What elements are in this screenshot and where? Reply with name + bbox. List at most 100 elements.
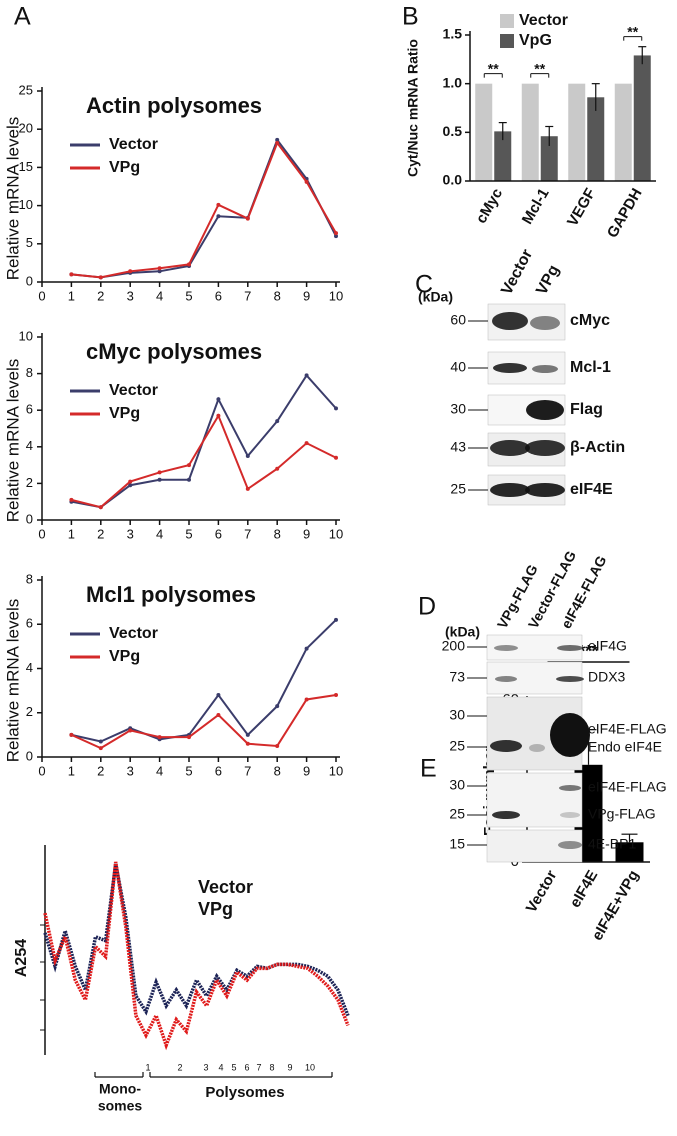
legend-label: Vector (519, 12, 568, 29)
point (216, 397, 221, 402)
x-tick-label: 7 (244, 763, 251, 778)
mw-marker: 73 (449, 669, 465, 685)
mw-marker: 43 (450, 439, 466, 455)
x-tick-label: 3 (127, 526, 134, 541)
point (216, 214, 221, 219)
mw-marker: 30 (450, 401, 466, 417)
point (128, 269, 133, 274)
y-tick-label: 8 (26, 365, 33, 380)
trace (43, 861, 350, 1051)
legend-label: VPg (109, 159, 140, 176)
point (69, 497, 74, 502)
y-tick-label: 0 (26, 748, 33, 763)
blot-band (490, 740, 522, 752)
point (334, 455, 338, 460)
y-tick-label: 2 (26, 475, 33, 490)
blot-band (490, 483, 530, 497)
fraction-label: 3 (203, 1062, 208, 1072)
significance: ** (488, 60, 499, 76)
protein-label: Flag (570, 401, 603, 418)
point (334, 231, 338, 236)
point (245, 486, 250, 491)
legend-label: VPg (198, 899, 233, 919)
y-tick-label: 10 (19, 197, 33, 212)
mw-marker: 30 (449, 707, 465, 723)
x-tick-label: 2 (97, 288, 104, 303)
mw-marker: 60 (450, 312, 466, 328)
point (245, 216, 250, 221)
y-axis-label: Relative mRNA levels (3, 117, 22, 280)
x-tick-label: 6 (215, 288, 222, 303)
x-tick-label: 4 (156, 526, 163, 541)
point (275, 704, 280, 709)
point (245, 741, 250, 746)
protein-label: eIF4E (570, 481, 613, 498)
mw-marker: 25 (450, 481, 466, 497)
bar (475, 83, 493, 181)
y-axis-label: Relative mRNA levels (3, 359, 22, 522)
point (157, 269, 162, 274)
x-tick-label: 0 (38, 526, 45, 541)
region-label: Polysomes (205, 1084, 284, 1101)
panel-label: C (415, 271, 433, 299)
blot-band (490, 440, 530, 456)
blot-band (493, 363, 527, 373)
fraction-label: 8 (269, 1062, 274, 1072)
point (128, 483, 133, 488)
point (334, 693, 338, 698)
blot-panel (486, 829, 583, 863)
point (216, 202, 221, 207)
chart-title: cMyc polysomes (86, 339, 262, 364)
legend-label: Vector (109, 625, 158, 642)
bar (568, 83, 586, 181)
point (334, 234, 338, 239)
point (128, 728, 133, 733)
y-tick-label: 1.0 (443, 74, 463, 90)
point (275, 419, 280, 424)
point (98, 746, 103, 751)
bar (521, 83, 539, 181)
blot-band (560, 812, 580, 818)
point (69, 732, 74, 737)
y-tick-label: 4 (26, 660, 33, 675)
x-tick-label: 7 (244, 288, 251, 303)
point (275, 743, 280, 748)
legend-label: Vector (109, 382, 158, 399)
x-tick-label: 2 (97, 763, 104, 778)
bar (587, 97, 605, 181)
y-axis-label: Relative mRNA levels (3, 599, 22, 762)
panel-label: A (14, 3, 31, 31)
point (275, 140, 280, 145)
x-tick-label: 3 (127, 763, 134, 778)
point (304, 373, 309, 378)
point (245, 453, 250, 458)
point (69, 272, 74, 277)
point (157, 266, 162, 271)
series-line (71, 140, 337, 279)
y-axis-label: A254 (13, 939, 30, 977)
mw-marker: 200 (442, 638, 466, 654)
point (304, 646, 309, 651)
fraction-label: 5 (231, 1062, 236, 1072)
protein-label: eIF4E-FLAG (588, 779, 667, 795)
x-tick-label: 6 (215, 526, 222, 541)
y-tick-label: 2 (26, 704, 33, 719)
x-tick-label: 4 (156, 288, 163, 303)
series-line (70, 694, 337, 750)
significance: ** (534, 60, 545, 76)
point (98, 275, 103, 280)
fraction-label: 6 (244, 1062, 249, 1072)
y-tick-label: 0.5 (443, 123, 463, 139)
legend-swatch (500, 34, 514, 48)
y-tick-label: 5 (26, 235, 33, 250)
y-tick-label: 15 (19, 159, 33, 174)
panel-label: E (420, 755, 437, 783)
mw-marker: 25 (449, 806, 465, 822)
x-tick-label: 10 (329, 526, 343, 541)
point (304, 697, 309, 702)
blot-band (557, 645, 583, 651)
blot-band (525, 440, 565, 456)
protein-label: eIF4G (588, 638, 627, 654)
point (216, 712, 221, 717)
